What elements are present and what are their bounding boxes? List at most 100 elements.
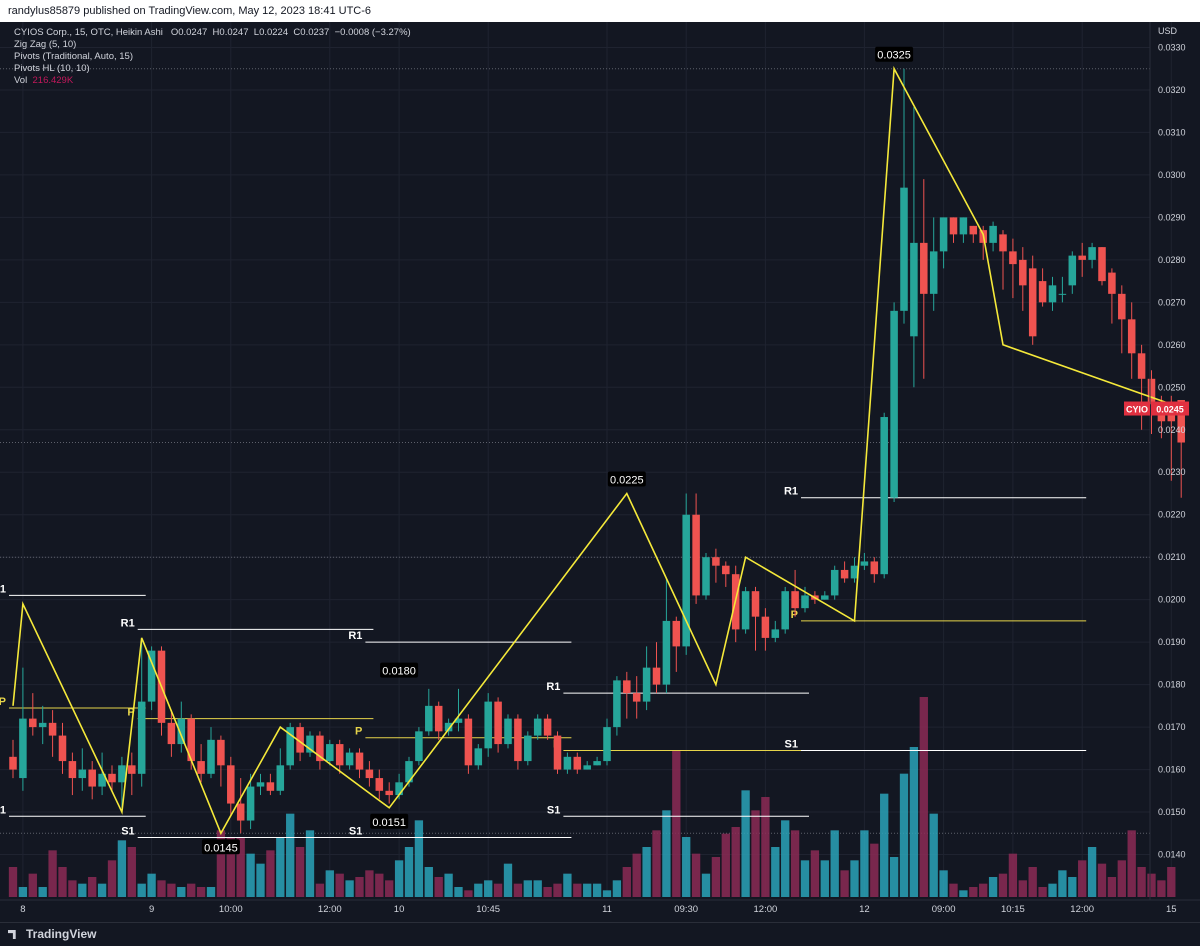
volume-bar <box>127 847 136 897</box>
volume-bar <box>8 867 18 897</box>
candle-body <box>504 718 512 745</box>
candle-body <box>256 782 265 787</box>
candle-body <box>1009 251 1017 265</box>
pivot-label-r1: R1 <box>546 681 560 693</box>
candle-body <box>434 705 443 732</box>
publish-text: randylus85879 published on TradingView.c… <box>8 5 372 17</box>
candle-body <box>543 718 552 736</box>
candle-body <box>375 778 384 791</box>
volume-bar <box>187 883 196 897</box>
candle-body <box>167 722 176 745</box>
candle-body <box>1038 281 1047 303</box>
x-tick-label: 11 <box>602 904 612 915</box>
candle-body <box>524 735 532 762</box>
pivot-label-p: P <box>791 609 798 621</box>
x-tick-label: 10:45 <box>476 904 500 915</box>
volume-bar <box>78 883 87 897</box>
x-tick-label: 12 <box>859 904 870 915</box>
candle-body <box>642 667 651 702</box>
legend-low: 0.0224 <box>259 27 289 38</box>
volume-bar <box>196 887 206 897</box>
volume-bar <box>58 867 67 897</box>
candle-body <box>48 722 57 736</box>
volume-bar <box>1167 867 1176 897</box>
price-chart[interactable]: R1PS1R1PS1R1PS1R1PS1R1PS10.01450.01800.0… <box>0 22 1200 922</box>
candle-body <box>1137 353 1146 379</box>
volume-bar <box>691 853 701 897</box>
chart-legend: CYIOS Corp., 15, OTC, Heikin Ashi O0.024… <box>14 27 411 87</box>
volume-bar <box>68 880 77 897</box>
candle-body <box>405 761 413 783</box>
y-tick-label: 0.0230 <box>1158 467 1186 477</box>
legend-indicator-pivots[interactable]: Pivots (Traditional, Auto, 15) <box>14 51 133 62</box>
candle-body <box>890 310 898 498</box>
legend-indicator-pivots-hl[interactable]: Pivots HL (10, 10) <box>14 63 90 74</box>
y-tick-label: 0.0160 <box>1158 765 1186 775</box>
tradingview-logo[interactable]: TradingView <box>8 927 96 941</box>
candle-body <box>880 417 888 575</box>
candle-body <box>425 705 433 732</box>
volume-bar <box>404 847 414 897</box>
candle-body <box>682 514 690 647</box>
pivot-label-p: P <box>127 707 134 719</box>
candle-body <box>296 727 304 753</box>
candle-body <box>583 765 591 770</box>
last-price-label: 0.0245 <box>1156 405 1184 415</box>
candle-body <box>939 217 948 252</box>
volume-bar <box>939 870 948 897</box>
candle-body <box>672 620 681 647</box>
y-tick-label: 0.0200 <box>1158 595 1186 605</box>
pivot-label-s1: S1 <box>785 738 798 750</box>
candle-body <box>29 718 37 728</box>
legend-indicator-zigzag[interactable]: Zig Zag (5, 10) <box>14 39 77 50</box>
volume-bar <box>820 860 829 897</box>
volume-bar <box>48 850 57 897</box>
candle-body <box>781 591 789 630</box>
candle-body <box>514 718 522 762</box>
legend-l-label: L <box>253 27 260 38</box>
candle-body <box>751 591 760 617</box>
volume-bar <box>256 863 265 897</box>
volume-bar <box>622 867 631 897</box>
volume-bar <box>672 750 681 897</box>
candle-body <box>355 752 364 770</box>
candle-body <box>593 761 601 766</box>
legend-open: 0.0247 <box>178 27 208 38</box>
candle-body <box>1028 268 1037 337</box>
volume-bar <box>1107 877 1117 897</box>
y-tick-label: 0.0240 <box>1158 425 1186 435</box>
volume-bar <box>573 883 582 897</box>
candle-body <box>276 765 285 791</box>
candle-body <box>662 620 671 685</box>
zigzag-label-bg <box>607 471 646 487</box>
legend-volume-row[interactable]: Vol 216.429K <box>14 75 411 87</box>
volume-bar <box>315 883 325 897</box>
zigzag-label-bg <box>370 813 409 829</box>
tradingview-brand: TradingView <box>26 927 97 941</box>
volume-bar <box>632 853 641 897</box>
candle-body <box>840 569 849 579</box>
candle-body <box>1127 319 1136 354</box>
x-tick-label: 8 <box>20 904 25 915</box>
volume-bar <box>1038 887 1047 897</box>
candle-body <box>395 782 403 796</box>
y-tick-label: 0.0220 <box>1158 510 1186 520</box>
candle-body <box>78 769 87 779</box>
y-tick-label: 0.0210 <box>1158 552 1186 562</box>
x-tick-label: 10:00 <box>219 904 243 915</box>
pivot-label-r1: R1 <box>784 486 798 498</box>
candle-body <box>335 744 344 766</box>
candle-body <box>217 739 225 766</box>
candle-body <box>920 242 928 294</box>
volume-bar <box>295 847 305 897</box>
y-tick-label: 0.0270 <box>1158 297 1186 307</box>
candle-body <box>474 748 483 766</box>
candle-body <box>227 765 235 804</box>
candle-body <box>246 786 255 821</box>
candle-body <box>1068 255 1077 286</box>
volume-bar <box>979 883 988 897</box>
candle-body <box>830 569 839 596</box>
y-tick-label: 0.0260 <box>1158 340 1186 350</box>
candle-body <box>236 803 245 821</box>
volume-bar <box>959 890 968 897</box>
